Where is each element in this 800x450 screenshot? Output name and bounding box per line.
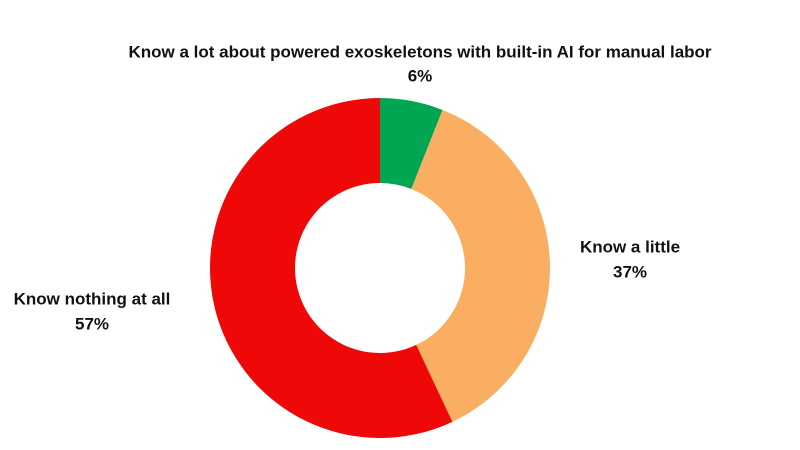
slice-value-label: 37% (613, 262, 647, 281)
donut-slice (411, 109, 550, 422)
slice-label: Know nothing at all (14, 289, 171, 308)
slice-label: Know a little (580, 237, 680, 256)
slice-label: Know a lot about powered exoskeletons wi… (128, 42, 711, 61)
slice-value-label: 6% (408, 66, 433, 85)
donut-slice (380, 98, 443, 189)
slice-value-label: 57% (75, 314, 109, 333)
donut-slice (209, 98, 453, 438)
